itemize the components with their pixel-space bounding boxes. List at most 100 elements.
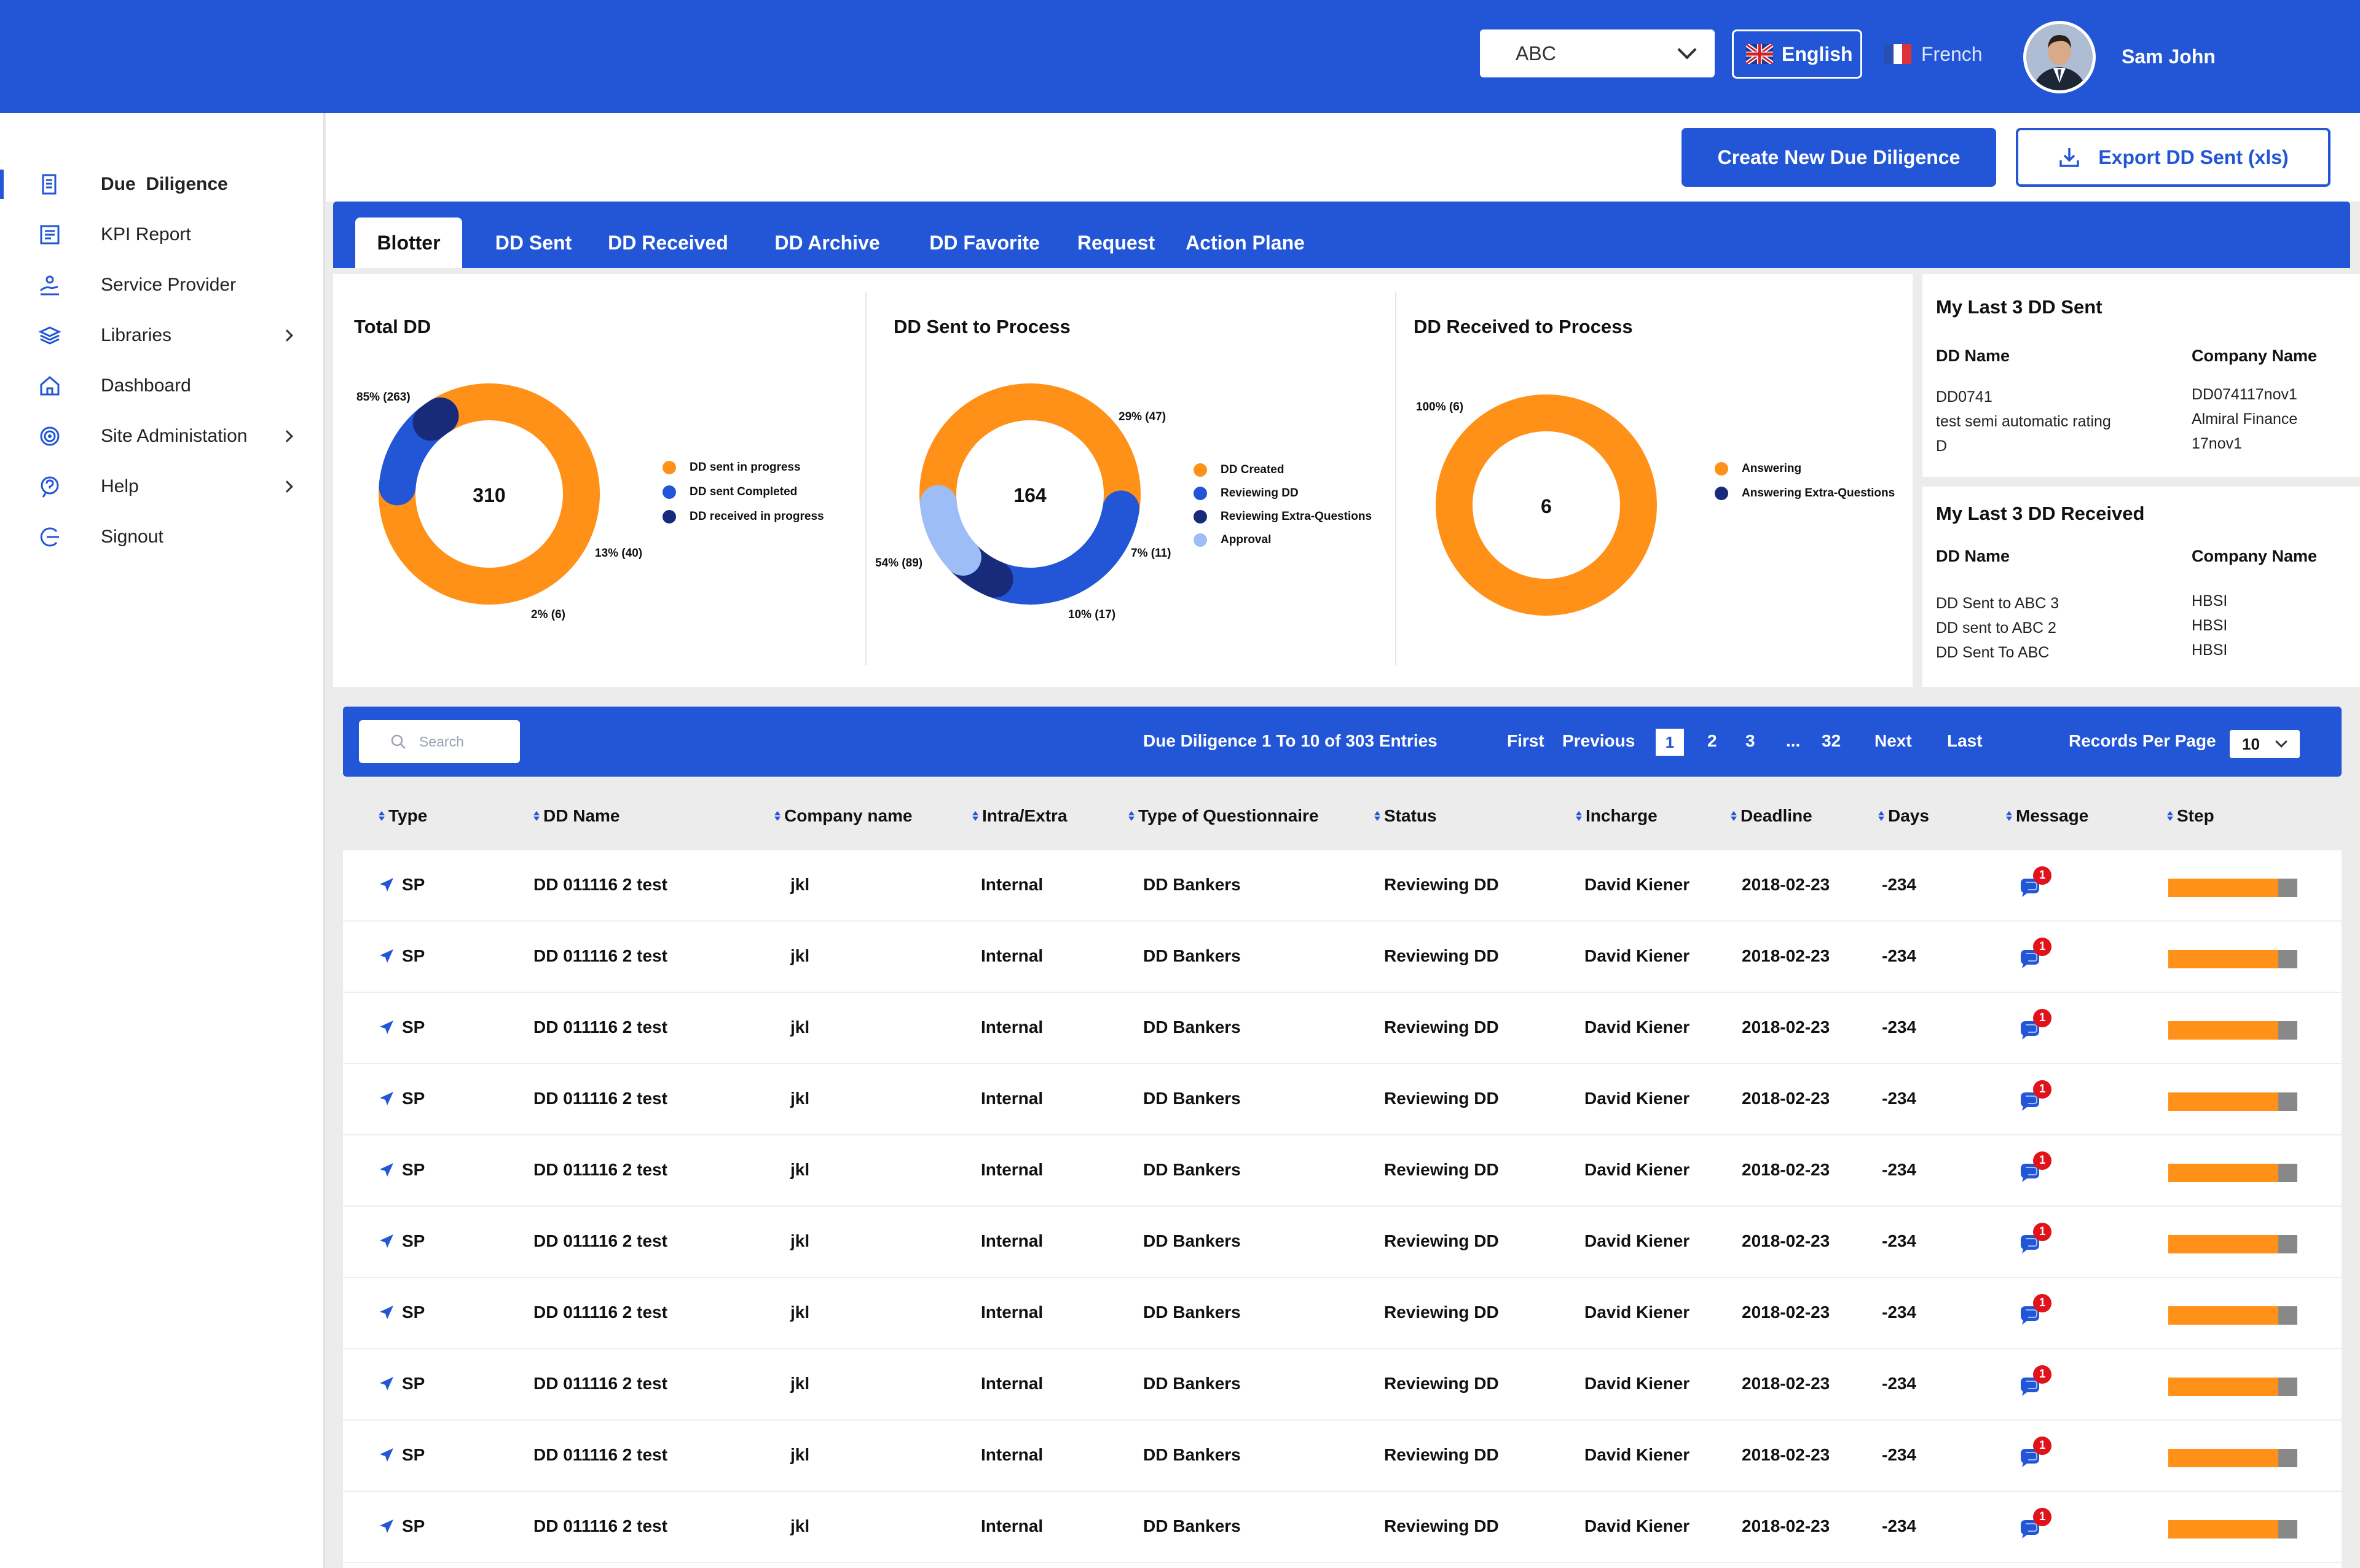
- page-3-button[interactable]: 3: [1745, 731, 1755, 750]
- message-button[interactable]: 1: [2018, 1365, 2051, 1398]
- table-row[interactable]: SP DD 011116 2 test jkl Internal DD Bankers R…: [343, 922, 2342, 993]
- create-due-diligence-button[interactable]: Create New Due Diligence: [1682, 128, 1996, 187]
- company-cell: jkl: [790, 1303, 810, 1322]
- page-1-button[interactable]: 1: [1656, 729, 1684, 756]
- sidebar-item-dashboard[interactable]: Dashboard: [0, 367, 324, 404]
- message-button[interactable]: 1: [2018, 1437, 2051, 1470]
- sidebar-item-label: Service Provider: [101, 275, 237, 295]
- sidebar-item-site-administration[interactable]: Site Administation: [0, 418, 324, 455]
- column-header-status[interactable]: Status: [1374, 806, 1437, 826]
- type-label: SP: [402, 1231, 425, 1250]
- tab-dd-received[interactable]: DD Received: [608, 231, 728, 254]
- intra-extra-cell: Internal: [981, 1516, 1044, 1535]
- table-row[interactable]: SP DD 011116 2 test jkl Internal DD Bankers R…: [343, 1492, 2342, 1563]
- incharge-cell: David Kiener: [1584, 1017, 1690, 1037]
- message-button[interactable]: 1: [2018, 1508, 2051, 1541]
- language-french-button[interactable]: French: [1884, 29, 1983, 79]
- column-header-days[interactable]: Days: [1878, 806, 1929, 826]
- company-select[interactable]: ABC: [1480, 29, 1715, 77]
- table-row[interactable]: SP DD 011116 2 test jkl Internal DD Bankers R…: [343, 1349, 2342, 1421]
- table-row[interactable]: SP DD 011116 2 test jkl Internal DD Bankers R…: [343, 1207, 2342, 1278]
- table-row[interactable]: SP DD 011116 2 test jkl Internal DD Bankers R…: [343, 1064, 2342, 1135]
- type-label: SP: [402, 1516, 425, 1535]
- column-header-company-name[interactable]: Company name: [774, 806, 913, 826]
- page-32-button[interactable]: 32: [1822, 731, 1841, 750]
- table-body: SP DD 011116 2 test jkl Internal DD Bankers R…: [343, 850, 2342, 1568]
- tab-dd-archive[interactable]: DD Archive: [774, 231, 880, 254]
- page-first-link[interactable]: First: [1507, 731, 1544, 750]
- step-progress-fill: [2168, 950, 2278, 968]
- column-header-questionnaire[interactable]: Type of Questionnaire: [1128, 806, 1319, 826]
- table-row[interactable]: SP DD 011116 2 test jkl Internal DD Bankers R…: [343, 993, 2342, 1064]
- export-dd-sent-button[interactable]: Export DD Sent (xls): [2016, 128, 2330, 187]
- dd-name-list: DD Sent to ABC 3 DD sent to ABC 2 DD Sen…: [1936, 595, 2059, 661]
- records-per-page-select[interactable]: 10: [2230, 730, 2300, 758]
- dd-name-cell: DD 011116 2 test: [533, 1303, 667, 1322]
- chat-icon: [2021, 950, 2039, 968]
- questionnaire-cell: DD Bankers: [1143, 1516, 1241, 1535]
- search-input[interactable]: Search: [359, 720, 520, 763]
- donut-slice: [919, 383, 1141, 605]
- column-header-type[interactable]: Type: [379, 806, 427, 826]
- dd-name-cell: DD 011116 2 test: [533, 875, 667, 894]
- legend-label: DD sent in progress: [690, 461, 801, 474]
- column-header-step[interactable]: Step: [2167, 806, 2214, 826]
- tab-action-plane[interactable]: Action Plane: [1186, 231, 1305, 254]
- page-last-link[interactable]: Last: [1947, 731, 1983, 750]
- incharge-cell: David Kiener: [1584, 1516, 1690, 1535]
- column-header-message[interactable]: Message: [2006, 806, 2088, 826]
- divider: [865, 292, 867, 665]
- send-icon: [380, 1092, 393, 1105]
- sidebar-item-signout[interactable]: Signout: [0, 519, 324, 555]
- page-2-button[interactable]: 2: [1707, 731, 1717, 750]
- sidebar-item-service-provider[interactable]: Service Provider: [0, 267, 324, 304]
- message-button[interactable]: 1: [2018, 938, 2051, 971]
- page-previous-link[interactable]: Previous: [1562, 731, 1635, 750]
- table-row[interactable]: SP DD 011116 2 test jkl Internal DD Bankers R…: [343, 1421, 2342, 1492]
- tab-blotter[interactable]: Blotter: [355, 218, 462, 268]
- sidebar-item-libraries[interactable]: Libraries: [0, 317, 324, 354]
- incharge-cell: David Kiener: [1584, 1374, 1690, 1393]
- column-header-label: DD Name: [543, 806, 620, 825]
- days-cell: -234: [1882, 875, 1917, 894]
- step-progress-fill: [2168, 1164, 2278, 1182]
- table-row[interactable]: SP DD 011116 2 test jkl Internal DD Bankers R…: [343, 850, 2342, 922]
- message-button[interactable]: 1: [2018, 1009, 2051, 1042]
- column-header-incharge[interactable]: Incharge: [1576, 806, 1658, 826]
- language-english-button[interactable]: English: [1732, 29, 1862, 79]
- table-row[interactable]: SP DD 011116 2 test jkl Internal DD Bankers R…: [343, 1278, 2342, 1349]
- dd-name-cell: DD 011116 2 test: [533, 1017, 667, 1037]
- sidebar-item-due-diligence[interactable]: Due Diligence: [0, 166, 324, 203]
- company-cell: jkl: [790, 1231, 810, 1250]
- slice-label: 7% (11): [1131, 547, 1171, 560]
- page-next-link[interactable]: Next: [1874, 731, 1912, 750]
- avatar[interactable]: [2023, 21, 2096, 93]
- column-header-label: Type of Questionnaire: [1138, 806, 1319, 825]
- message-button[interactable]: 1: [2018, 1223, 2051, 1256]
- message-button[interactable]: 1: [2018, 1080, 2051, 1113]
- days-cell: -234: [1882, 1516, 1917, 1535]
- download-icon: [2059, 148, 2080, 167]
- sidebar-item-help[interactable]: Help: [0, 468, 324, 505]
- company-cell: jkl: [790, 1516, 810, 1535]
- column-header-intra-extra[interactable]: Intra/Extra: [972, 806, 1068, 826]
- user-name[interactable]: Sam John: [2122, 45, 2216, 68]
- type-cell: SP: [379, 1516, 425, 1536]
- message-count-badge: 1: [2033, 1009, 2051, 1027]
- days-cell: -234: [1882, 1445, 1917, 1464]
- export-button-label: Export DD Sent (xls): [2098, 146, 2289, 168]
- tab-dd-sent[interactable]: DD Sent: [495, 231, 572, 254]
- tab-request[interactable]: Request: [1077, 231, 1155, 254]
- sort-icon: [2006, 811, 2012, 821]
- column-header-dd-name[interactable]: DD Name: [533, 806, 620, 826]
- message-button[interactable]: 1: [2018, 1294, 2051, 1327]
- table-row[interactable]: SP DD 011116 2 test jkl Internal DD Bankers R…: [343, 1135, 2342, 1207]
- column-header-deadline[interactable]: Deadline: [1731, 806, 1812, 826]
- message-button[interactable]: 1: [2018, 866, 2051, 900]
- tab-dd-favorite[interactable]: DD Favorite: [929, 231, 1040, 254]
- message-button[interactable]: 1: [2018, 1151, 2051, 1185]
- sidebar-item-kpi-report[interactable]: KPI Report: [0, 216, 324, 253]
- type-label: SP: [402, 875, 425, 894]
- sidebar-item-label: Help: [101, 476, 139, 496]
- dd-name-cell: DD 011116 2 test: [533, 1160, 667, 1179]
